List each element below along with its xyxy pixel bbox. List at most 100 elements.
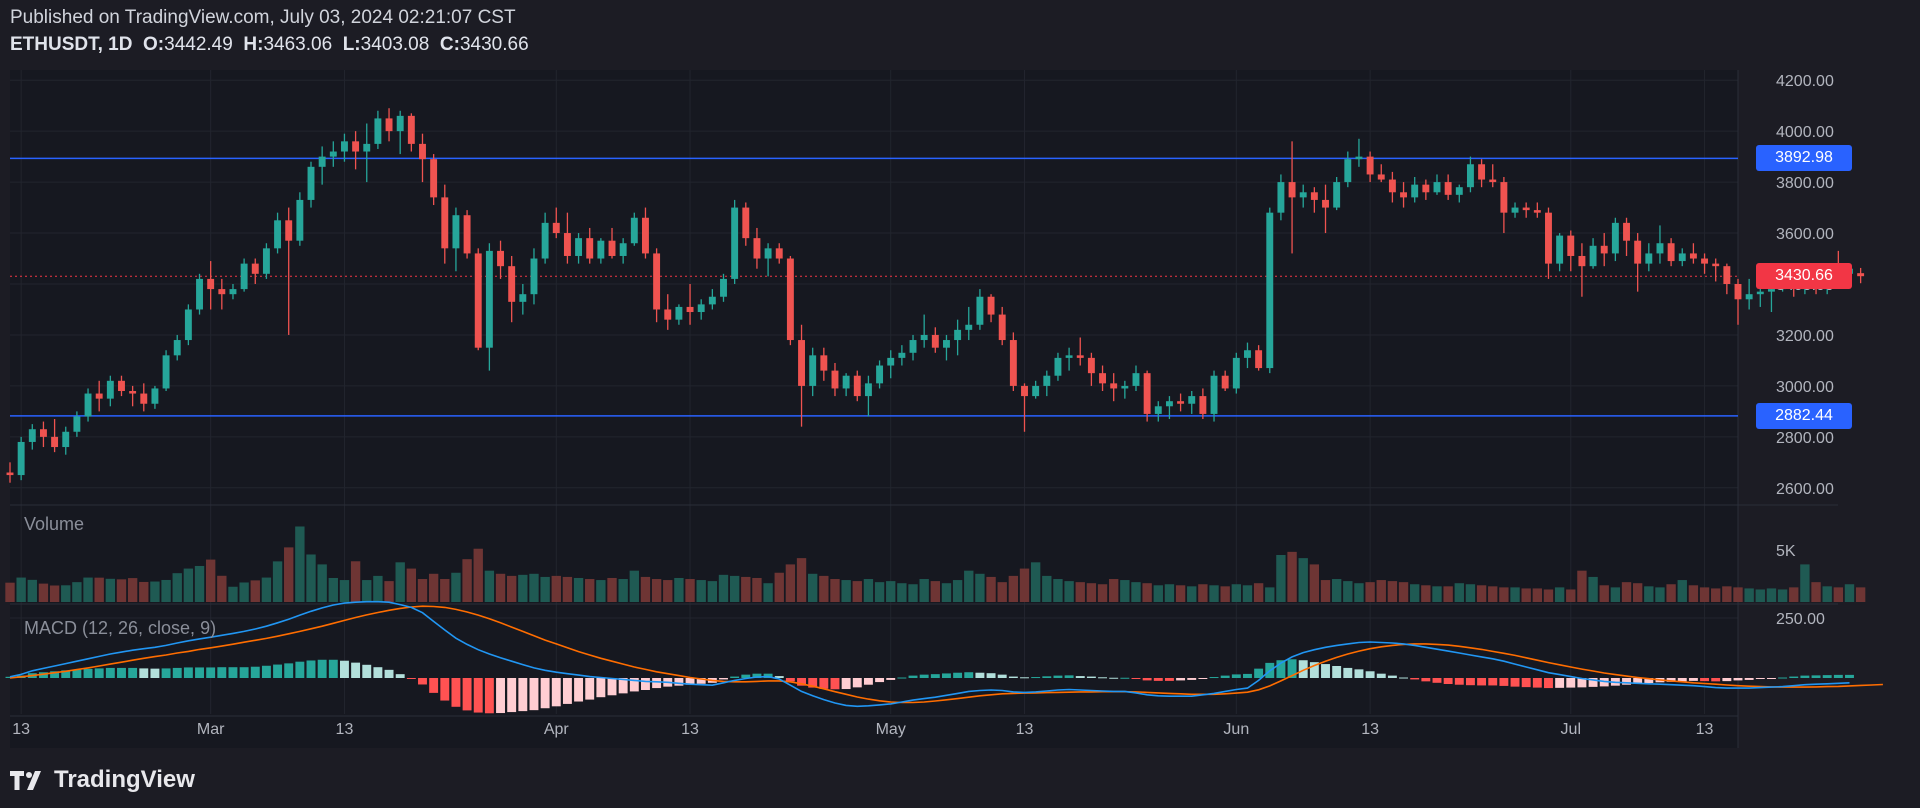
candle-up [1032,385,1040,397]
volume-bar [27,579,37,602]
support-price-tag: 2882.44 [1756,402,1852,429]
candle-down [1500,182,1508,213]
volume-bar [1476,585,1487,602]
candle-up [1645,253,1653,264]
candle-down [218,289,226,295]
candle-down [1723,266,1731,284]
candle-up [1210,375,1218,414]
candle-up [1455,187,1463,195]
candle-down [1422,184,1430,193]
candle-up [1154,406,1162,414]
volume-bar [819,575,829,602]
macd-histogram-bar [1243,673,1252,678]
volume-bar [1811,582,1821,602]
macd-histogram-bar [418,678,427,685]
volume-bar [618,579,628,602]
candle-up [196,278,203,310]
macd-histogram-bar [1354,669,1364,678]
macd-histogram-bar [61,670,71,678]
macd-histogram-bar [1544,678,1553,689]
macd-tick-label: 250.00 [1776,611,1825,628]
volume-bar [406,568,417,602]
volume-bar [1064,581,1074,602]
published-caption: Published on TradingView.com, July 03, 2… [10,7,516,28]
macd-histogram-bar [830,678,840,690]
macd-histogram-bar [1109,677,1119,679]
volume-bar [384,581,394,602]
macd-histogram-bar [150,668,160,678]
candle-up [1355,156,1363,160]
candle-down [51,436,59,448]
volume-bar [1610,587,1621,602]
macd-histogram-bar [741,674,751,678]
price-tick-label: 4000.00 [1776,124,1834,141]
volume-bar [1253,583,1264,602]
macd-histogram [5,659,1854,714]
candle-up [909,340,917,353]
volume-bar [1488,586,1498,602]
candle-down [1087,357,1095,374]
candle-down [508,266,516,302]
volume-bar [685,579,695,602]
candle-up [1678,253,1686,262]
volume-bar [440,579,450,602]
volume-bar [1187,586,1197,602]
candle-up [485,250,493,348]
macd-histogram-bar [1131,678,1141,679]
volume-bar [1343,581,1353,602]
candle-up [575,238,583,256]
macd-histogram-bar [1477,678,1487,686]
volume-bar [1198,584,1208,602]
macd-histogram-bar [507,678,517,713]
candle-down [1076,355,1084,358]
volume-bar [1711,588,1721,602]
volume-bar [1331,579,1342,602]
volume-bar [1410,584,1420,602]
candle-up [1299,192,1307,198]
volume-bar [49,585,60,602]
candle-up [519,294,527,302]
candle-up [764,248,772,259]
volume-bar [908,584,918,602]
candle-up [151,388,159,404]
volume-pane-label: Volume [24,514,84,534]
candle-up [1756,291,1764,295]
volume-bar [1822,586,1832,602]
volume-bar [573,577,584,602]
candle-down [798,340,805,386]
candle-down [1177,401,1185,404]
macd-histogram-bar [919,674,929,678]
candle-up [1511,207,1519,213]
macd-histogram-bar [562,678,572,704]
candle-down [686,306,694,313]
macd-histogram-bar [1198,678,1208,679]
macd-histogram-bar [1722,678,1732,682]
volume-bar [1175,585,1186,602]
candle-up [329,151,337,157]
symbol-label[interactable]: ETHUSDT, 1D [10,34,133,55]
macd-histogram-bar [953,672,963,678]
candle-up [73,416,81,432]
candle-up [1433,182,1441,193]
volume-bar [1008,575,1019,602]
volume-bar [1454,583,1464,602]
volume-bar [506,575,517,602]
tradingview-logo[interactable]: TradingView [10,766,195,794]
macd-histogram-bar [618,678,628,694]
macd-histogram-bar [1566,678,1576,688]
macd-histogram-bar [161,668,171,678]
macd-histogram-bar [785,678,795,682]
candle-up [697,304,705,313]
volume-bar [94,577,104,602]
volume-bar [306,554,316,602]
macd-histogram-bar [1187,678,1197,680]
candle-up [307,166,315,200]
volume-bar [484,570,495,602]
volume-tick-label: 5K [1776,543,1796,560]
time-tick-label: 13 [1696,721,1714,738]
candle-up [731,207,739,279]
volume-bar [874,582,885,602]
volume-bar [1499,587,1509,602]
candle-down [1110,383,1118,389]
